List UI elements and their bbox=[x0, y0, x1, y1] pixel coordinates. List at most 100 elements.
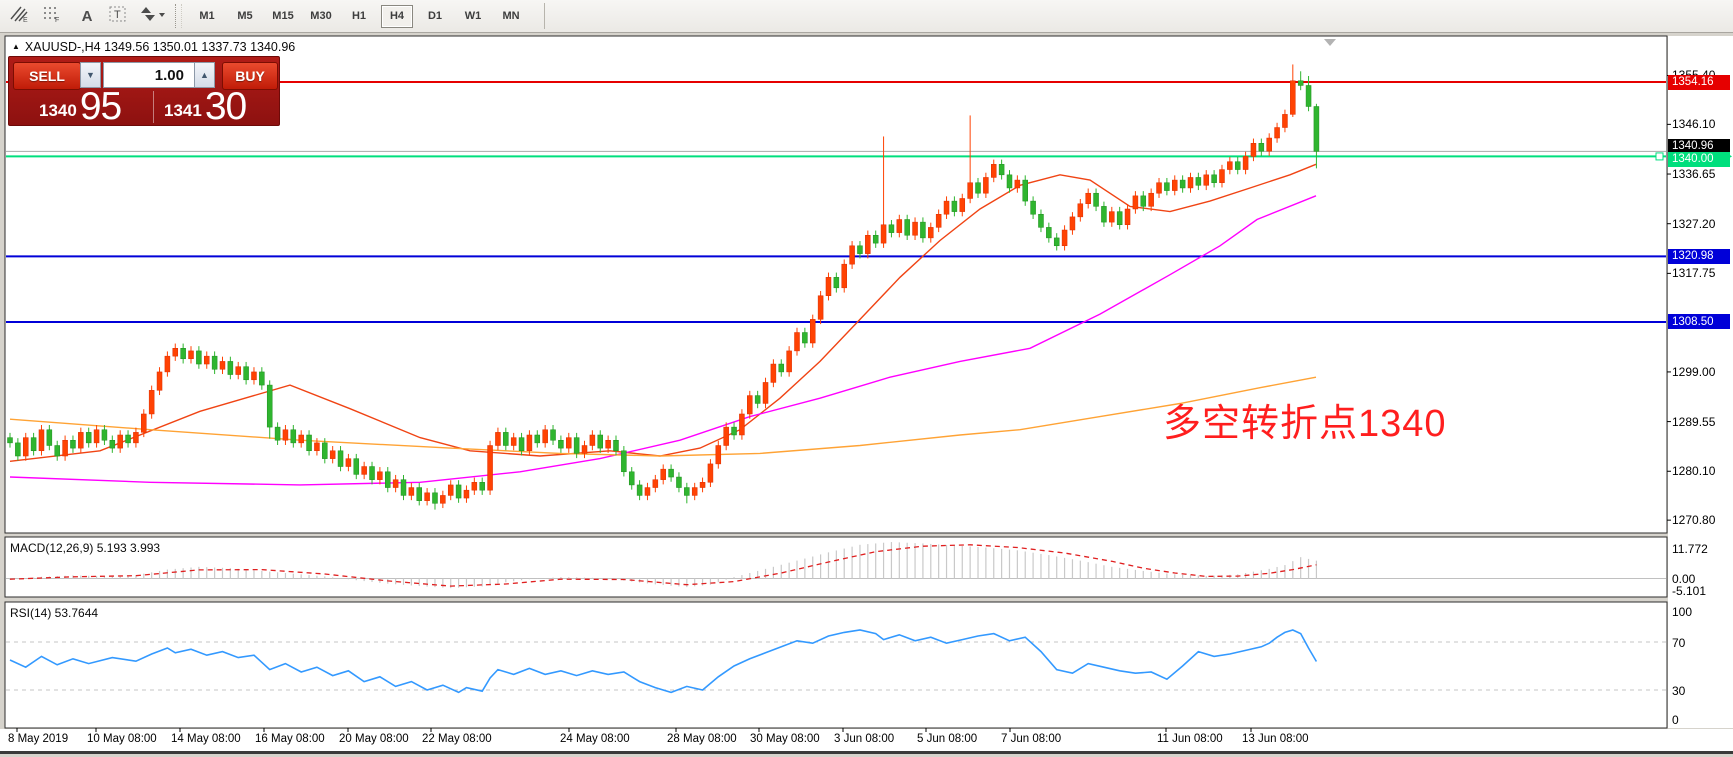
chart-ohlc-title: ▲ XAUUSD-,H4 1349.56 1350.01 1337.73 1340… bbox=[12, 40, 295, 54]
timeframe-button-h4[interactable]: H4 bbox=[381, 4, 413, 28]
candle bbox=[959, 198, 966, 212]
candle bbox=[392, 479, 399, 488]
volume-increase-button[interactable]: ▲ bbox=[194, 62, 215, 88]
expand-quote-icon[interactable]: ▲ bbox=[12, 42, 20, 51]
candle bbox=[1069, 216, 1076, 231]
candle bbox=[1195, 177, 1202, 186]
sell-button[interactable]: SELL bbox=[13, 62, 81, 90]
time-tick-label: 28 May 08:00 bbox=[667, 733, 737, 745]
candle bbox=[778, 363, 785, 373]
candle bbox=[196, 350, 202, 365]
candle bbox=[762, 382, 769, 404]
candle bbox=[1187, 177, 1194, 189]
candle bbox=[880, 224, 887, 244]
candle bbox=[1038, 213, 1044, 228]
buy-button[interactable]: BUY bbox=[222, 62, 278, 90]
text-label-icon[interactable]: A bbox=[81, 7, 93, 25]
candle bbox=[290, 429, 297, 444]
candle bbox=[227, 361, 234, 375]
svg-text:E: E bbox=[23, 17, 28, 23]
candle bbox=[715, 445, 722, 465]
hline-handle[interactable] bbox=[1655, 152, 1664, 161]
candle bbox=[928, 227, 934, 239]
candle bbox=[298, 434, 304, 444]
bid-pips: 95 bbox=[79, 85, 122, 128]
candle bbox=[1234, 161, 1241, 170]
candle bbox=[660, 468, 666, 480]
candle bbox=[1290, 80, 1296, 115]
candle bbox=[1022, 179, 1028, 202]
chart-annotation-text[interactable]: 多空转折点1340 bbox=[1163, 403, 1447, 445]
price-tick-label: 1336.65 bbox=[1672, 167, 1716, 182]
candle bbox=[747, 395, 753, 415]
candle bbox=[510, 437, 517, 446]
candle bbox=[896, 219, 903, 233]
rsi-axis-label: 30 bbox=[1672, 684, 1686, 698]
candle bbox=[101, 429, 108, 441]
candle bbox=[841, 263, 847, 289]
candle bbox=[904, 219, 910, 236]
candle bbox=[329, 450, 336, 459]
timeframe-button-w1[interactable]: W1 bbox=[464, 10, 482, 22]
timeframe-button-m5[interactable]: M5 bbox=[237, 10, 253, 22]
candle bbox=[526, 434, 533, 452]
macd-axis-label: 0.00 bbox=[1672, 572, 1696, 586]
macd-axis-label: 11.772 bbox=[1672, 542, 1708, 556]
candle bbox=[1266, 137, 1272, 152]
candle bbox=[1242, 156, 1249, 170]
candle bbox=[1046, 227, 1052, 239]
candle bbox=[1203, 174, 1209, 186]
rsi-axis-label: 70 bbox=[1672, 636, 1686, 650]
pattern-tool-icon[interactable]: E bbox=[9, 5, 33, 27]
candle bbox=[817, 295, 824, 320]
candle bbox=[314, 442, 320, 452]
candle bbox=[125, 434, 131, 444]
candle bbox=[770, 363, 777, 383]
timeframe-button-m1[interactable]: M1 bbox=[199, 10, 215, 22]
rsi-label: RSI(14) 53.7644 bbox=[10, 606, 99, 620]
volume-input[interactable]: 1.00 bbox=[103, 62, 195, 88]
candle bbox=[148, 390, 155, 415]
price-tick-label: 1280.10 bbox=[1672, 464, 1716, 479]
candle bbox=[385, 471, 391, 488]
candle bbox=[676, 476, 682, 488]
candle bbox=[991, 164, 997, 178]
candle bbox=[377, 471, 383, 480]
candle bbox=[133, 432, 139, 444]
timeframe-buttons: M1 M5 M15 M30 H1 H4 D1 W1 MN bbox=[188, 4, 530, 28]
candle bbox=[534, 434, 541, 444]
timeframe-button-m30[interactable]: M30 bbox=[310, 10, 332, 22]
toolbar: E F A T M1 M5 M15 M30 H1 H4 D1 W1 MN bbox=[0, 0, 1733, 33]
candle bbox=[93, 429, 100, 444]
timeframe-button-m15[interactable]: M15 bbox=[272, 10, 294, 22]
candle bbox=[141, 413, 147, 433]
candle bbox=[471, 482, 478, 491]
candle bbox=[259, 371, 265, 386]
timeframe-button-h1[interactable]: H1 bbox=[351, 10, 367, 22]
timeframe-button-d1[interactable]: D1 bbox=[427, 10, 443, 22]
time-tick-label: 11 Jun 08:00 bbox=[1157, 733, 1223, 745]
price-badge-1320.98: 1320.98 bbox=[1668, 248, 1730, 264]
candle bbox=[542, 429, 548, 444]
candle bbox=[998, 164, 1005, 176]
macd-label: MACD(12,26,9) 5.193 3.993 bbox=[10, 541, 161, 555]
price-tick-label: 1327.20 bbox=[1672, 216, 1716, 231]
candle bbox=[1164, 182, 1170, 191]
ma-fast bbox=[9, 163, 1317, 462]
chart-shift-marker-icon[interactable] bbox=[1324, 39, 1336, 46]
candle bbox=[951, 200, 958, 212]
candle bbox=[636, 484, 643, 496]
candle bbox=[322, 442, 328, 459]
arrow-objects-icon[interactable] bbox=[141, 5, 165, 27]
price-tick-label: 1317.75 bbox=[1672, 266, 1716, 281]
volume-decrease-button[interactable]: ▼ bbox=[80, 62, 101, 88]
grid-tool-icon[interactable]: F bbox=[42, 5, 66, 27]
price-tick-label: 1270.80 bbox=[1672, 513, 1716, 528]
text-box-icon[interactable]: T bbox=[108, 5, 132, 27]
timeframe-button-mn[interactable]: MN bbox=[502, 10, 520, 22]
price-badge-1340.00: 1340.00 bbox=[1668, 151, 1730, 167]
candle bbox=[644, 487, 651, 496]
bid-quote: 1340 95 bbox=[39, 85, 122, 128]
candle bbox=[235, 366, 241, 375]
